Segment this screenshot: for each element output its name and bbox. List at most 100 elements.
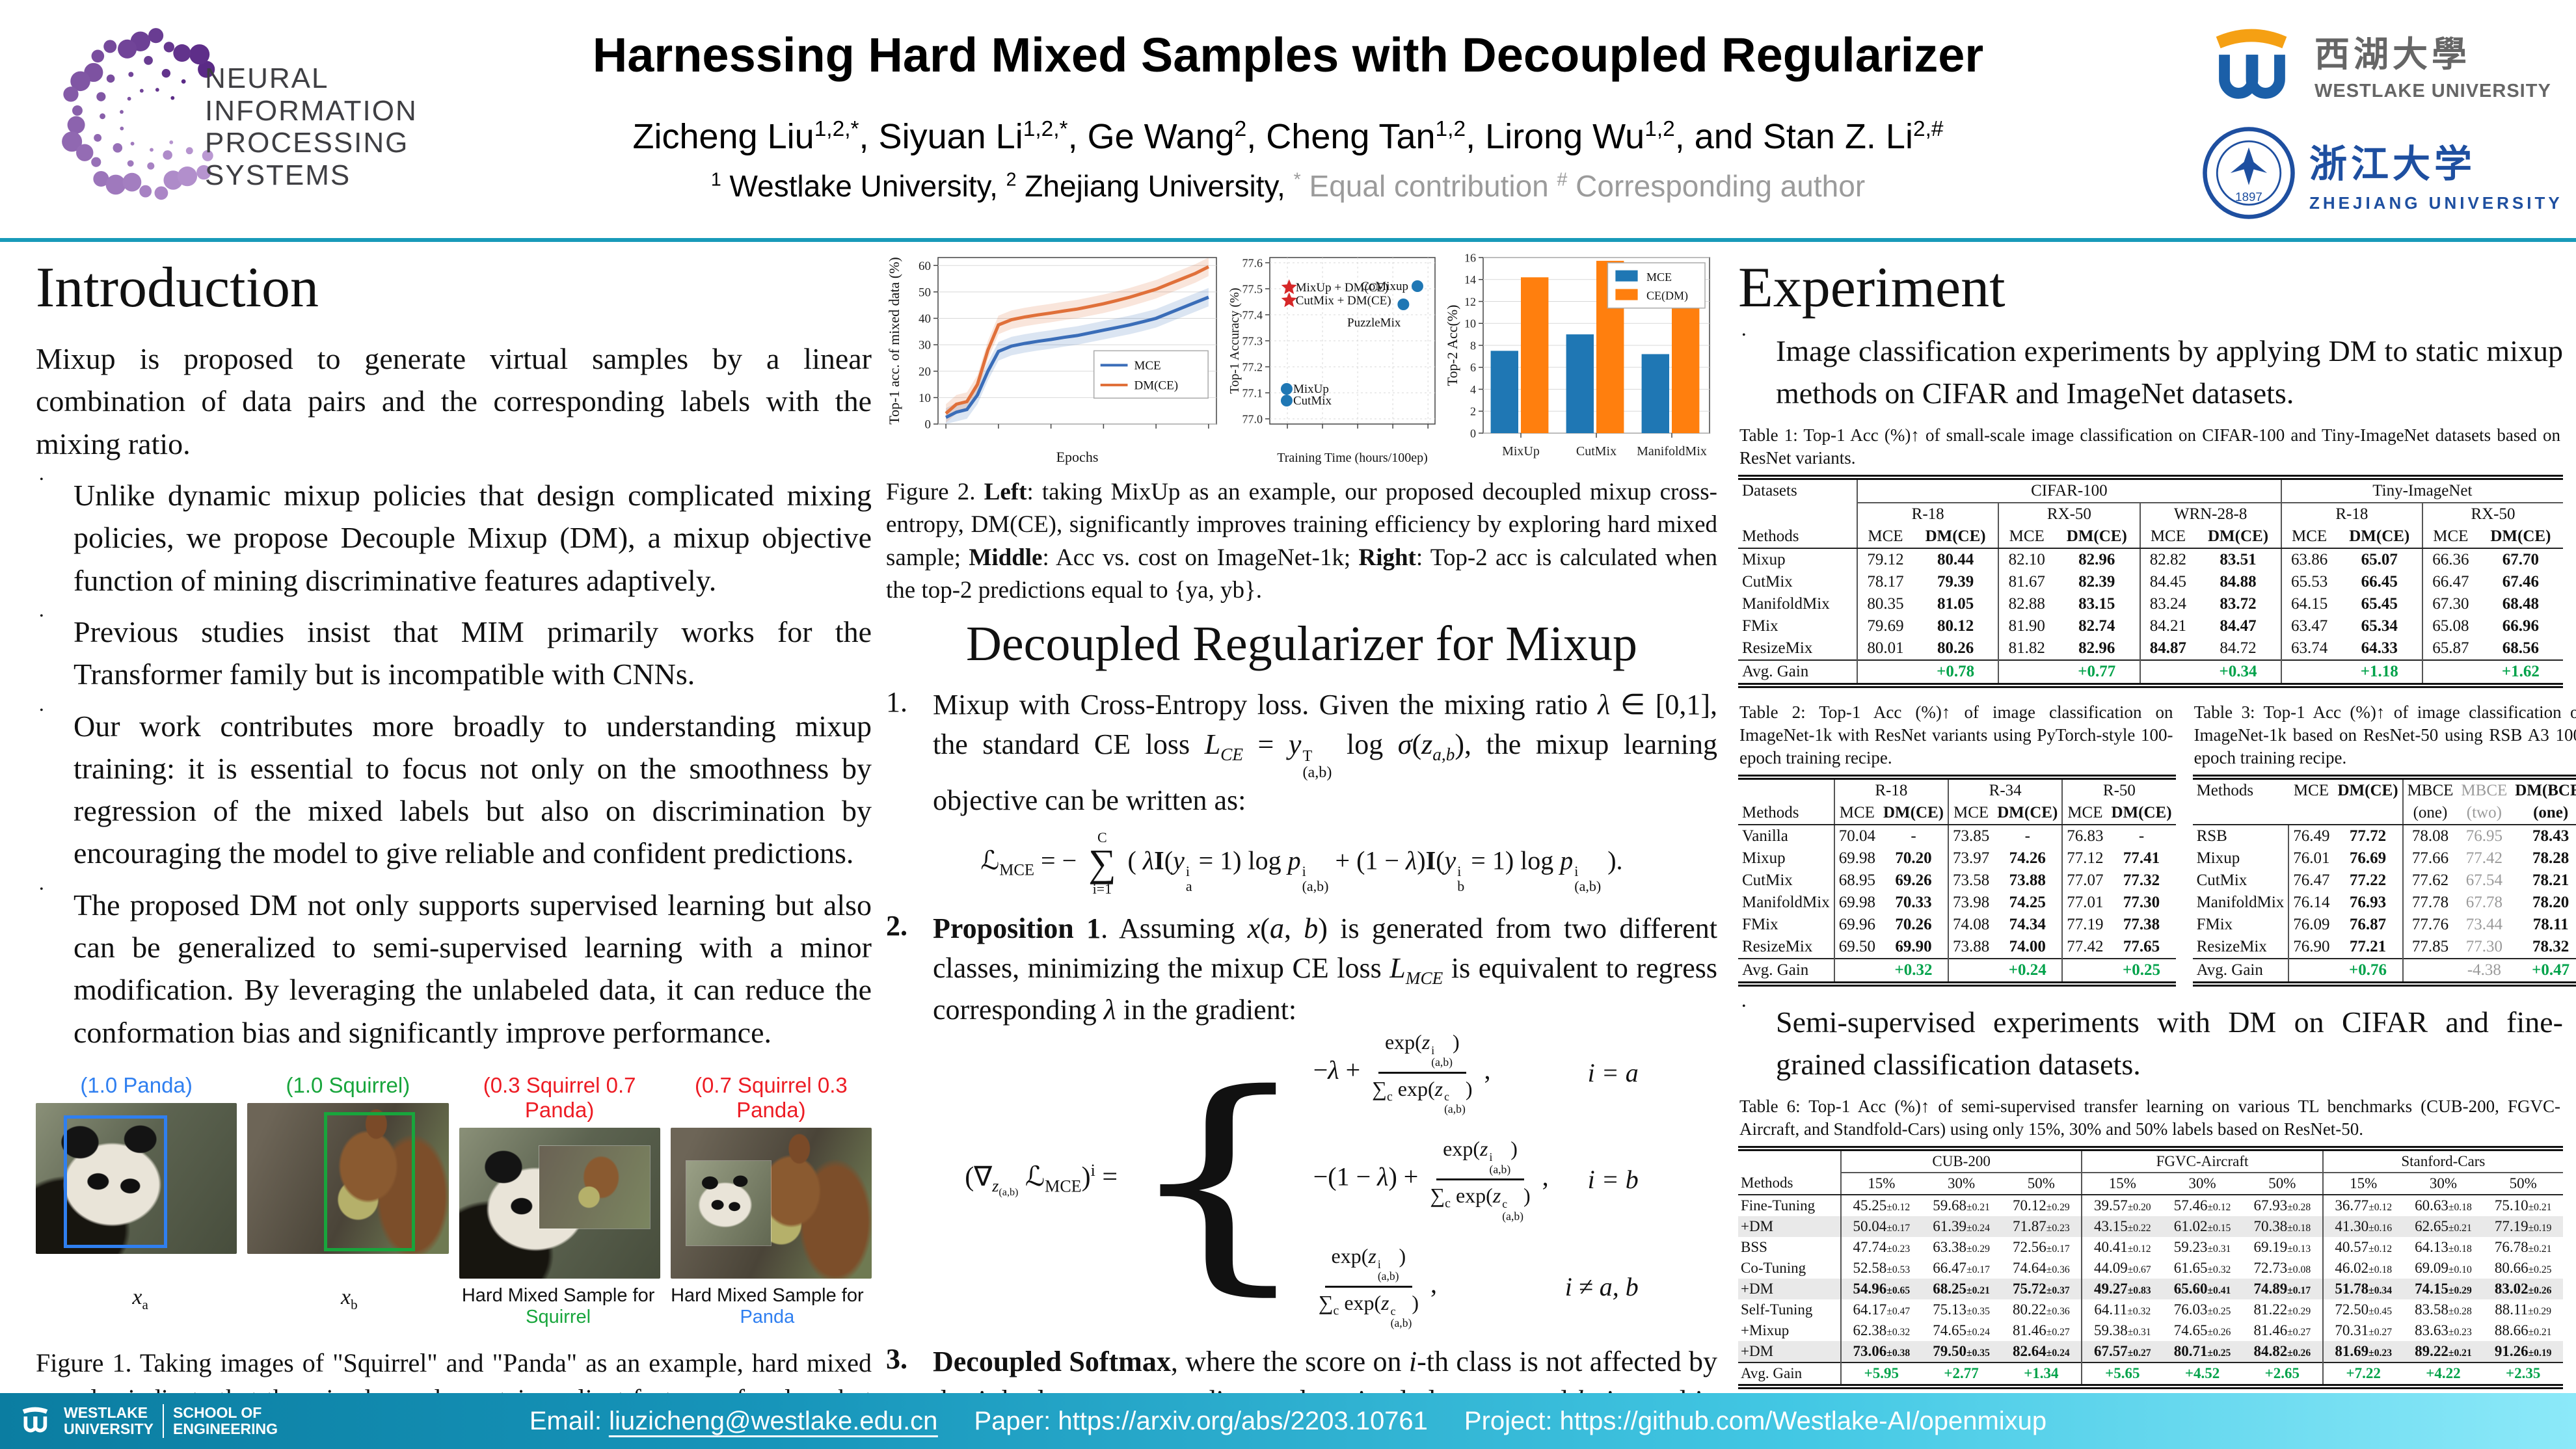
- svg-text:4: 4: [1470, 383, 1476, 396]
- table-cell: +1.34: [2001, 1361, 2082, 1387]
- table-cell: 80.12: [1937, 617, 1974, 635]
- table-cell: 47.74±0.23: [1840, 1236, 1922, 1258]
- table-cell: Avg. Gain: [1738, 1361, 1841, 1387]
- poster-header: NEURAL INFORMATION PROCESSING SYSTEMS Ha…: [0, 0, 2576, 238]
- table-cell: [2288, 802, 2334, 826]
- case-expression: exp(z i (a,b)) ∑c exp(z c (a,b)) ,: [1318, 1244, 1438, 1330]
- table-cell: 69.90: [1895, 938, 1932, 956]
- table-cell: 79.50±0.35: [1933, 1342, 1990, 1359]
- intro-bullet-text: Our work contributes more broadly to und…: [74, 709, 872, 870]
- figure1-panel-panda: (1.0 Panda): [36, 1073, 237, 1279]
- table-cell: 51.78±0.34: [2322, 1278, 2404, 1299]
- column-introduction: Introduction Mixup is proposed to genera…: [36, 248, 872, 1449]
- svg-text:MCE: MCE: [1134, 359, 1161, 373]
- figure1: (1.0 Panda) (1.0 Squirrel) (0.3 Squirrel…: [36, 1073, 872, 1279]
- bullet-icon: •: [1742, 330, 1746, 341]
- table-cell: Mixup: [1742, 550, 1786, 568]
- table3-caption: Table 3: Top-1 Acc (%)↑ of image classif…: [2194, 702, 2576, 767]
- table-cell: BSS: [1741, 1238, 1767, 1255]
- figure2-middle-chart: 77.0 77.1 77.2 77.3 77.4 77.5 77.6 Training Tim…: [1227, 248, 1442, 467]
- table-cell: [1738, 777, 1834, 802]
- table-cell: FMix: [2196, 916, 2233, 934]
- table-cell: +4.52: [2162, 1361, 2242, 1387]
- table-cell: 70.26: [1895, 916, 1932, 934]
- table-cell: 68.48: [2502, 594, 2539, 613]
- method-item-2: 2. Proposition 1. Assuming x(a, b) is ge…: [886, 909, 1717, 1030]
- table-cell: MCE: [1998, 525, 2055, 549]
- header-separator: [0, 238, 2576, 242]
- table-cell: 69.50: [1833, 936, 1879, 959]
- table-cell: 83.58±0.28: [2415, 1301, 2472, 1318]
- table1-caption: Table 1: Top-1 Acc (%)↑ of small-scale i…: [1739, 425, 2560, 468]
- table-cell: 68.56: [2502, 639, 2539, 657]
- table-cell: 77.66: [2402, 847, 2458, 870]
- table-cell: 83.24: [2139, 592, 2196, 615]
- table-cell: 75.10±0.21: [2494, 1197, 2552, 1214]
- table-cell: 76.14: [2288, 892, 2334, 914]
- fig2-right-bar-chart: 0 2 4 6 8 10 12 14 16 MixUp CutMix ManifoldMix Top-2…: [1444, 251, 1710, 459]
- footer-paper: Paper: https://arxiv.org/abs/2203.10761: [974, 1407, 1427, 1436]
- table-cell: [2402, 958, 2458, 985]
- figure2-left-chart: 0 10 20 30 40 50 60 Epochs Top-1 acc. of mixed d…: [886, 248, 1224, 467]
- svg-text:77.0: 77.0: [1242, 412, 1263, 425]
- table-cell: 79.12: [1857, 548, 1913, 571]
- project-link[interactable]: https://github.com/Westlake-AI/openmixup: [1559, 1406, 2047, 1435]
- table-cell: 76.93: [2349, 894, 2387, 912]
- title-block: Harnessing Hard Mixed Samples with Decou…: [501, 27, 2075, 204]
- svg-text:60: 60: [919, 259, 931, 273]
- table-cell: 43.15±0.22: [2081, 1216, 2163, 1237]
- table-cell: +0.47: [2511, 958, 2576, 985]
- table-cell: 83.63±0.23: [2415, 1322, 2472, 1338]
- table-cell: 81.05: [1937, 594, 1974, 613]
- neurips-logo-swirl-icon: [39, 9, 254, 224]
- table-cell: +2.77: [1921, 1361, 2002, 1387]
- email-link[interactable]: liuzicheng@westlake.edu.cn: [609, 1406, 938, 1437]
- svg-text:Top-2 Acc(%): Top-2 Acc(%): [1444, 305, 1460, 386]
- table-cell: 64.15: [2280, 592, 2337, 615]
- table-cell: 70.20: [1895, 849, 1932, 868]
- table-cell: MCE: [2421, 525, 2478, 549]
- table-cell: Tiny-ImageNet: [2280, 477, 2563, 503]
- table-cell: +0.77: [2054, 659, 2140, 685]
- email-label: Email:: [529, 1406, 610, 1435]
- paper-link[interactable]: https://arxiv.org/abs/2203.10761: [1058, 1406, 1428, 1435]
- table-cell: 81.82: [1998, 637, 2055, 660]
- table-cell: -: [2138, 827, 2145, 845]
- fig2-middle-scatter-chart: 77.0 77.1 77.2 77.3 77.4 77.5 77.6 Training Tim…: [1228, 256, 1436, 465]
- bullet-icon: •: [40, 473, 44, 485]
- table-cell: DM(CE): [2195, 525, 2281, 549]
- table-cell: 67.54: [2465, 871, 2502, 890]
- table-cell: 63.86: [2280, 548, 2337, 571]
- table-cell: 54.96±0.65: [1840, 1278, 1922, 1299]
- westlake-logo: 西湖大學 WESTLAKE UNIVERSITY: [2200, 9, 2564, 118]
- table-cell: 80.26: [1937, 639, 1974, 657]
- svg-text:8: 8: [1470, 339, 1476, 352]
- table-cell: 73.44: [2465, 916, 2502, 934]
- figure1-image-squirrel: [247, 1103, 449, 1254]
- svg-text:DM(CE): DM(CE): [1134, 379, 1178, 393]
- svg-text:CutMix + DM(CE): CutMix + DM(CE): [1296, 294, 1391, 308]
- item-number: 3.: [886, 1342, 907, 1375]
- svg-text:Training Time (hours/100ep): Training Time (hours/100ep): [1277, 451, 1428, 465]
- footer-westlake-line: UNIVERSITY: [64, 1420, 154, 1437]
- table-cell: 82.39: [2078, 572, 2115, 591]
- table-cell: 78.28: [2532, 849, 2569, 868]
- table-cell: 74.65±0.24: [1933, 1322, 1990, 1338]
- table-cell: 66.96: [2502, 617, 2539, 635]
- table-cell: 30%: [2403, 1172, 2484, 1195]
- table-cell: 82.96: [2078, 550, 2115, 568]
- table-cell: 74.34: [2009, 916, 2046, 934]
- tables-2-3: Table 2: Top-1 Acc (%)↑ of image classif…: [1738, 692, 2576, 987]
- table-cell: 77.65: [2123, 938, 2160, 956]
- table-cell: [2061, 958, 2108, 985]
- intro-bullet-text: Previous studies insist that MIM primari…: [74, 615, 872, 691]
- table-cell: ManifoldMix: [1742, 594, 1830, 613]
- table-cell: 52.58±0.53: [1840, 1257, 1922, 1279]
- table-cell: 63.74: [2280, 637, 2337, 660]
- table-cell: Methods: [2196, 782, 2254, 800]
- figure1-sublabel: Hard Mixed Sample for Squirrel: [461, 1285, 655, 1327]
- table-cell: MBCE: [2461, 782, 2508, 800]
- table1-container: Datasets CIFAR-100 Tiny-ImageNet R-18 RX-50 W…: [1738, 474, 2563, 688]
- table-cell: CutMix: [1742, 871, 1793, 890]
- intro-bullet-text: The proposed DM not only supports superv…: [74, 888, 872, 1049]
